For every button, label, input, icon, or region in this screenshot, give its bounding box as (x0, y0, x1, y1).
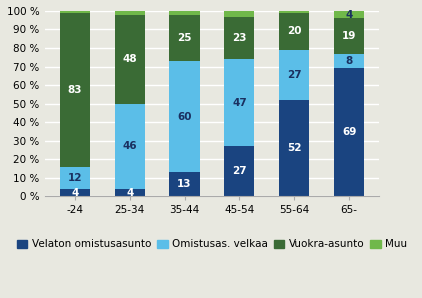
Text: 69: 69 (342, 128, 356, 137)
Bar (170, 15, 200, 61)
Text: 4: 4 (71, 188, 78, 198)
Text: 60: 60 (177, 112, 192, 122)
Text: 20: 20 (287, 26, 301, 36)
Bar (60, 167, 90, 189)
Text: 25: 25 (177, 33, 192, 43)
Bar (334, 69, 364, 196)
Text: 13: 13 (177, 179, 192, 189)
Bar (115, 104, 145, 189)
Text: 23: 23 (232, 33, 246, 43)
Bar (334, 54, 364, 69)
Bar (279, 11, 309, 13)
Bar (170, 61, 200, 172)
Bar (225, 59, 254, 146)
Bar (225, 11, 254, 16)
Text: 27: 27 (232, 166, 247, 176)
Bar (115, 189, 145, 196)
Bar (170, 172, 200, 196)
Text: 47: 47 (232, 98, 247, 108)
Bar (279, 50, 309, 100)
Text: 19: 19 (342, 31, 356, 41)
Bar (225, 146, 254, 196)
Bar (279, 13, 309, 50)
Text: 48: 48 (122, 54, 137, 64)
Bar (170, 11, 200, 15)
Text: 46: 46 (122, 141, 137, 151)
Bar (115, 15, 145, 104)
Bar (60, 11, 90, 13)
Text: 8: 8 (346, 56, 353, 66)
Text: 4: 4 (126, 188, 133, 198)
Legend: Velaton omistusasunto, Omistusas. velkaa, Vuokra-asunto, Muu: Velaton omistusasunto, Omistusas. velkaa… (13, 235, 411, 253)
Bar (115, 11, 145, 15)
Bar (334, 18, 364, 54)
Text: 27: 27 (287, 70, 302, 80)
Bar (279, 100, 309, 196)
Text: 52: 52 (287, 143, 301, 153)
Bar (60, 189, 90, 196)
Bar (60, 13, 90, 167)
Bar (225, 16, 254, 59)
Text: 83: 83 (68, 85, 82, 95)
Bar (334, 11, 364, 18)
Text: 4: 4 (345, 10, 353, 20)
Text: 12: 12 (68, 173, 82, 183)
